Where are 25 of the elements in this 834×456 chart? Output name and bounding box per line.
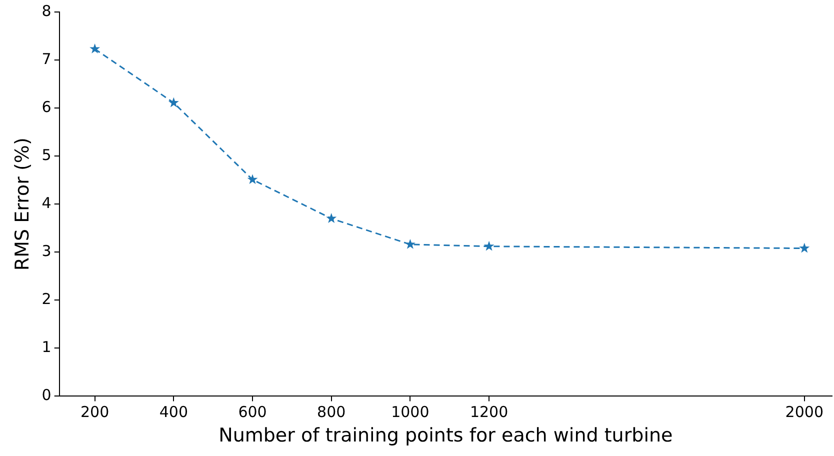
x-tick-label: 800 [317, 403, 346, 422]
x-tick-label: 2000 [785, 403, 824, 422]
x-tick-label: 400 [159, 403, 188, 422]
x-tick-label: 200 [80, 403, 110, 422]
y-tick-label: 4 [42, 194, 52, 212]
point [90, 43, 100, 54]
y-tick-label: 1 [42, 338, 52, 356]
x-tick-label: 600 [238, 403, 267, 422]
y-tick-label: 0 [42, 386, 52, 404]
point [484, 240, 494, 251]
y-tick-label: 5 [42, 146, 52, 164]
y-tick-label: 6 [42, 98, 52, 116]
point [799, 242, 810, 253]
point [326, 213, 337, 223]
x-tick-label: 1000 [391, 403, 430, 422]
y-tick-label: 8 [42, 2, 52, 20]
y-tick-label: 7 [42, 50, 52, 68]
point [168, 97, 179, 108]
point [247, 174, 258, 184]
point [404, 238, 416, 249]
y-tick-label: 3 [42, 242, 52, 260]
y-axis-title: RMS Error (%) [11, 138, 34, 271]
x-tick-label: 1200 [470, 403, 508, 422]
x-axis-title: Number of training points for each wind turbine [218, 424, 673, 447]
y-tick-label: 2 [42, 290, 52, 308]
